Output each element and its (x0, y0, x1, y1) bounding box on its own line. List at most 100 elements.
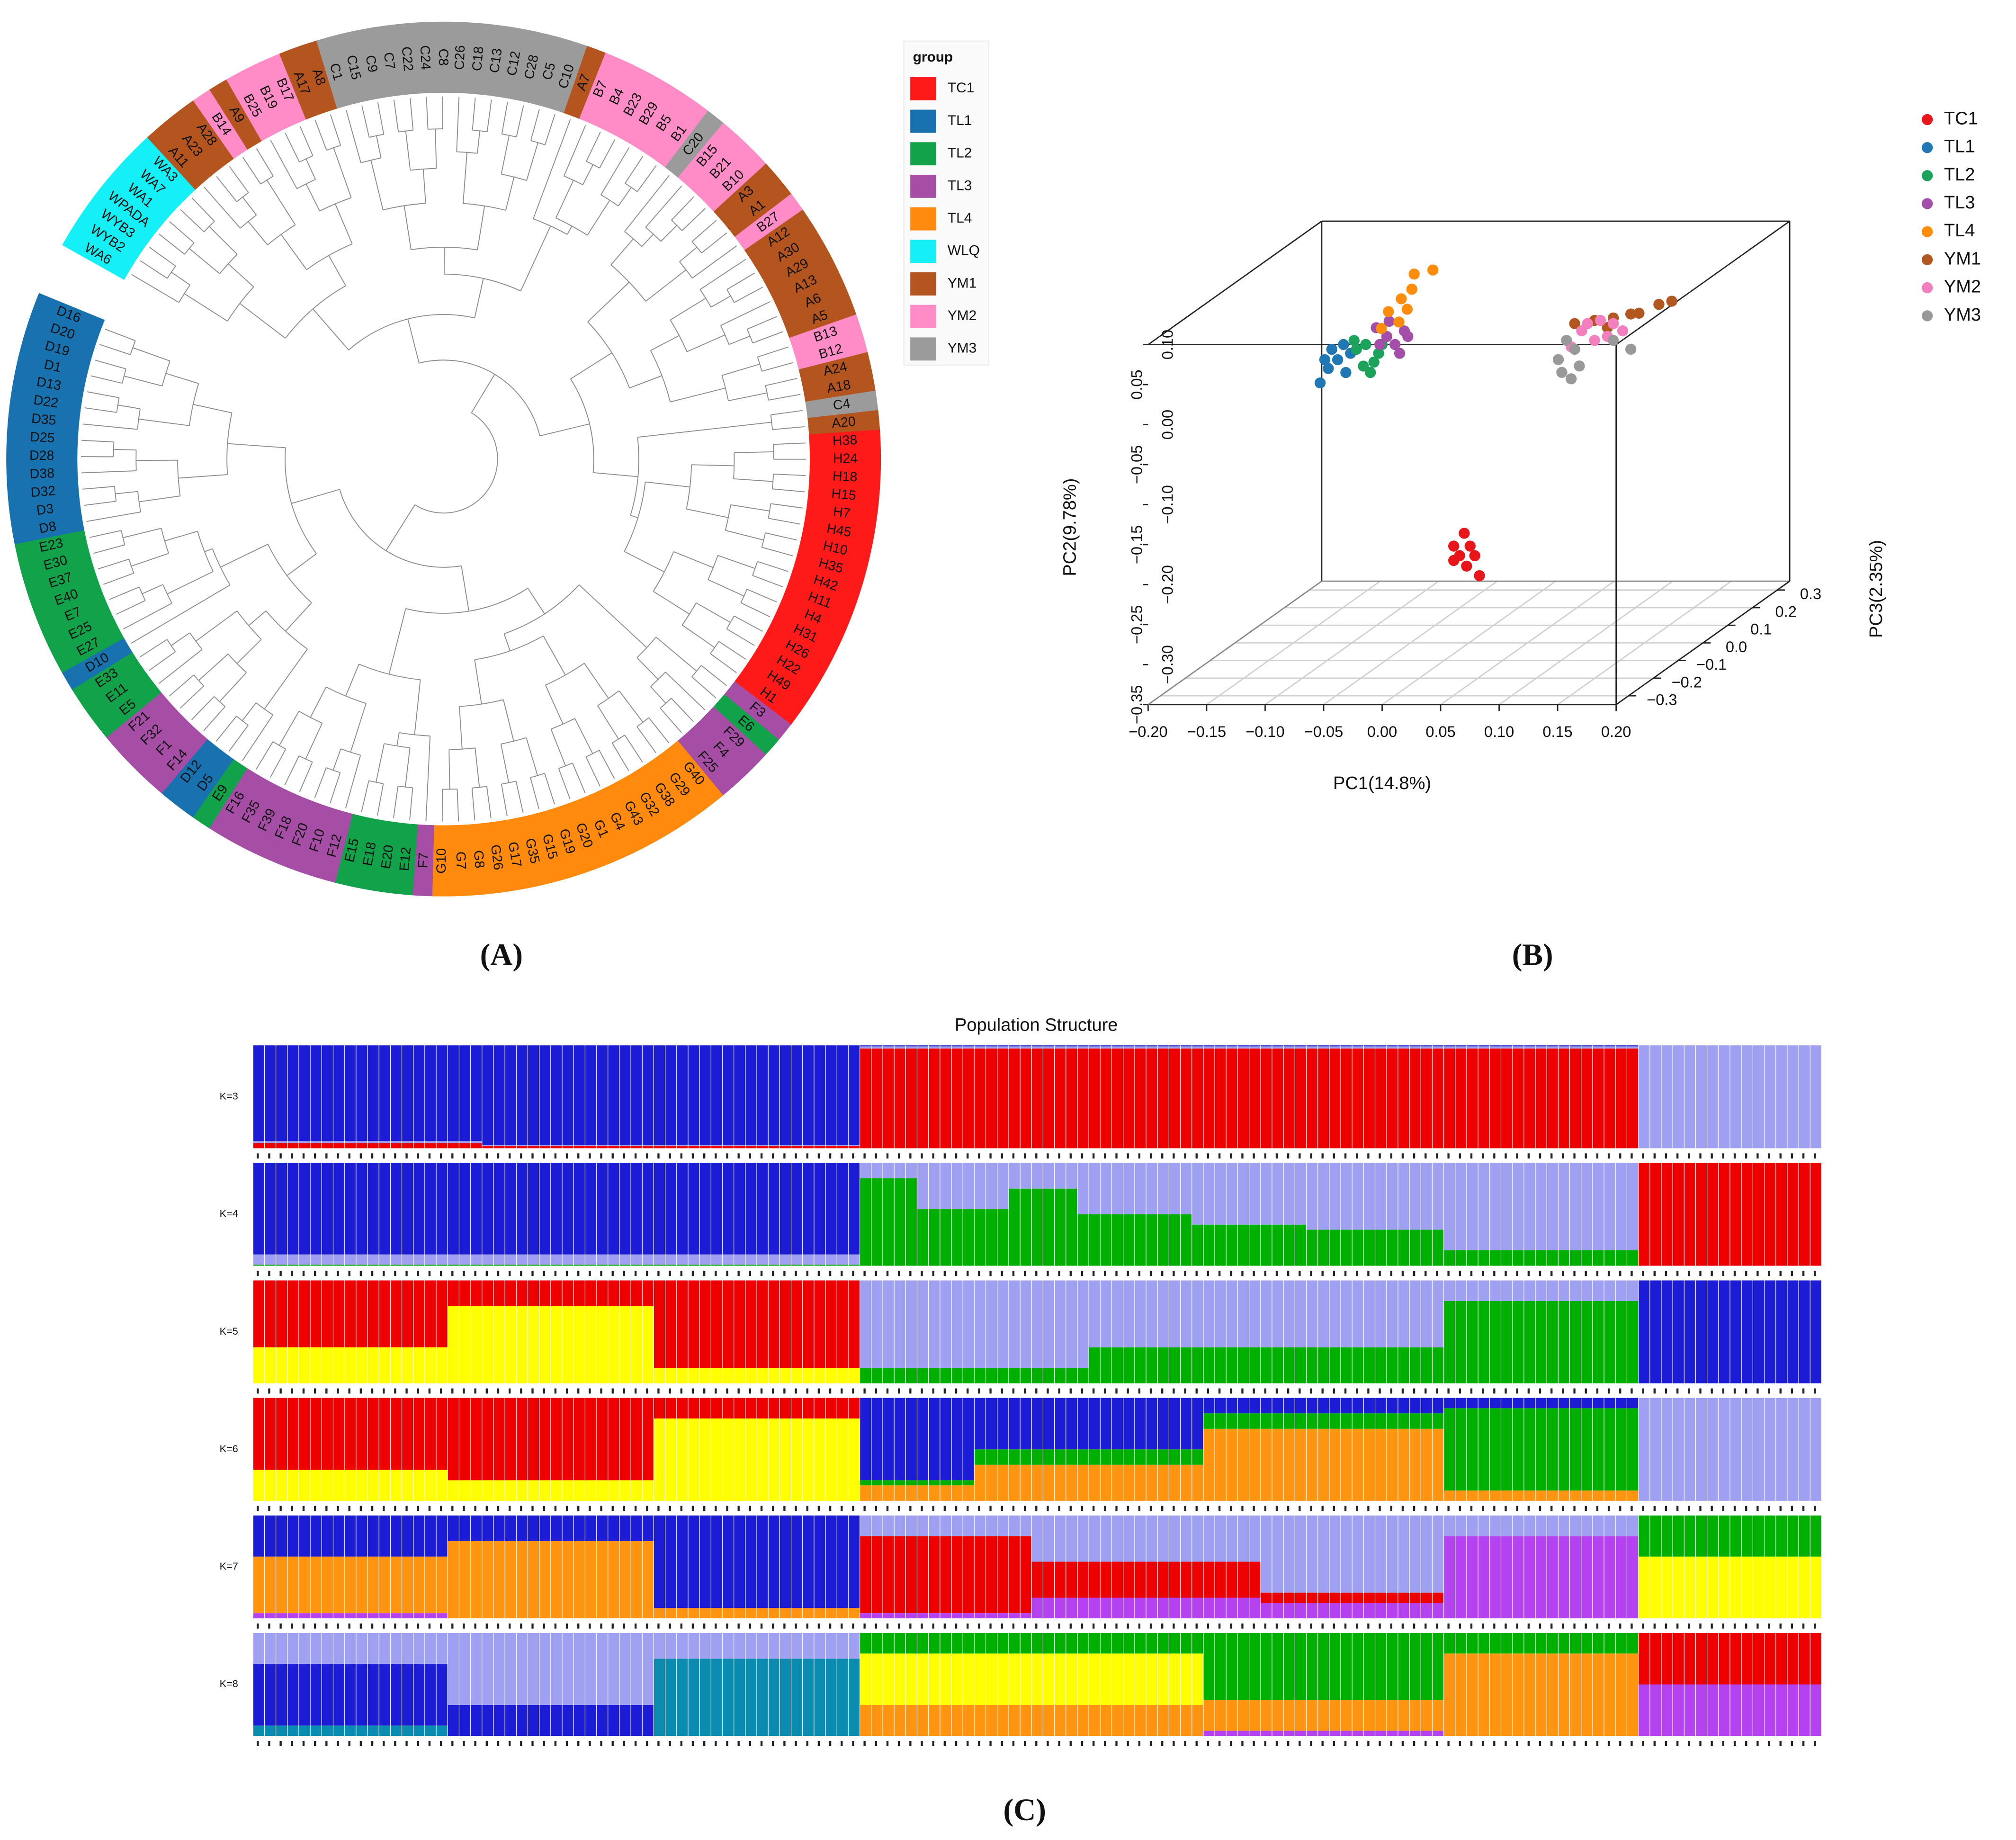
ancestry-segment (1433, 1048, 1443, 1149)
tree-branch (645, 226, 662, 242)
ancestry-segment (459, 1265, 470, 1266)
ancestry-segment (585, 1398, 596, 1481)
sample-tick (863, 1623, 866, 1629)
sample-tick (1493, 1741, 1496, 1746)
sample-tick (1115, 1623, 1118, 1629)
ancestry-segment (265, 1515, 276, 1557)
sample-tick (1333, 1388, 1335, 1394)
ancestry-segment (551, 1280, 562, 1306)
tree-branch (629, 375, 663, 389)
sample-tick (1001, 1153, 1003, 1159)
ancestry-segment (1467, 1515, 1478, 1536)
ancestry-segment (780, 1163, 791, 1255)
ancestry-segment (1375, 1700, 1387, 1731)
ancestry-segment (768, 1163, 780, 1255)
ancestry-segment (699, 1280, 711, 1368)
sample-tick (691, 1623, 694, 1629)
ancestry-segment (1009, 1449, 1020, 1465)
ancestry-segment (1421, 1045, 1432, 1047)
ancestry-segment (1398, 1515, 1409, 1593)
sample-tick (428, 1623, 431, 1629)
ancestry-segment (413, 1280, 425, 1347)
sample-tick (1596, 1271, 1599, 1276)
ancestry-segment (1261, 1731, 1272, 1736)
ancestry-segment (459, 1141, 470, 1143)
sample-tick (772, 1506, 774, 1511)
ancestry-segment (333, 1556, 345, 1614)
ancestry-segment (1363, 1603, 1375, 1618)
sample-tick (829, 1623, 832, 1629)
ancestry-segment (905, 1613, 917, 1618)
ancestry-segment (917, 1653, 929, 1705)
ancestry-segment (1089, 1598, 1100, 1618)
sample-tick (1814, 1388, 1816, 1394)
sample-tick (989, 1741, 992, 1746)
ancestry-segment (345, 1398, 356, 1470)
ancestry-segment (539, 1045, 551, 1145)
sample-tick (1756, 1506, 1759, 1511)
ancestry-segment (723, 1398, 734, 1419)
sample-tick (1585, 1153, 1587, 1159)
tree-branch (501, 737, 527, 745)
sample-tick (1527, 1271, 1530, 1276)
tree-branch (746, 589, 777, 602)
sample-tick (1127, 1741, 1129, 1746)
ancestry-segment (1020, 1705, 1031, 1736)
ancestry-segment (585, 1265, 596, 1266)
ancestry-segment (1157, 1045, 1169, 1047)
ancestry-segment (1066, 1045, 1077, 1047)
ancestry-segment (1283, 1280, 1295, 1347)
ancestry-segment (929, 1515, 940, 1536)
point (1566, 373, 1577, 385)
ancestry-segment (551, 1045, 562, 1145)
sample-tick (772, 1623, 774, 1629)
tree-branch (636, 726, 656, 754)
tree-branch (361, 781, 369, 813)
ancestry-segment (1753, 1163, 1764, 1266)
sample-tick (337, 1271, 339, 1276)
sample-tick (1149, 1506, 1152, 1511)
sample-tick (817, 1388, 820, 1394)
ancestry-segment (1639, 1045, 1650, 1149)
ancestry-segment (585, 1705, 596, 1736)
ancestry-segment (1226, 1700, 1237, 1731)
tree-branch (299, 155, 313, 162)
ancestry-segment (333, 1515, 345, 1557)
ancestry-segment (1535, 1515, 1547, 1536)
ancestry-segment (1261, 1163, 1272, 1225)
ancestry-segment (1169, 1046, 1180, 1049)
ancestry-segment (253, 1633, 264, 1664)
ancestry-segment (345, 1254, 356, 1265)
point (1326, 343, 1337, 355)
tree-branch (543, 636, 566, 675)
sample-tick (611, 1271, 614, 1276)
sample-tick (359, 1623, 362, 1629)
ancestry-segment (974, 1209, 986, 1266)
ancestry-segment (619, 1633, 631, 1705)
ancestry-segment (871, 1480, 883, 1486)
ancestry-segment (619, 1280, 631, 1306)
sample-tick (715, 1506, 717, 1511)
ancestry-segment (1123, 1163, 1135, 1214)
ancestry-segment (917, 1209, 929, 1266)
tree-branch (191, 197, 215, 222)
ancestry-segment (265, 1470, 276, 1501)
sample-tick (1299, 1153, 1301, 1159)
sample-tick (1401, 1623, 1404, 1629)
sample-tick (1390, 1271, 1392, 1276)
sample-tick (749, 1388, 752, 1394)
ancestry-segment (1066, 1280, 1077, 1368)
ancestry-segment (905, 1178, 917, 1266)
ancestry-segment (1489, 1250, 1501, 1266)
sample-tick (943, 1153, 946, 1159)
ancestry-segment (1535, 1280, 1547, 1301)
sample-tick (439, 1388, 442, 1394)
ancestry-segment (1123, 1598, 1135, 1618)
ancestry-segment (619, 1306, 631, 1383)
ancestry-segment (287, 1347, 299, 1383)
tree-branch (310, 686, 327, 718)
ancestry-segment (1192, 1347, 1203, 1383)
ancestry-segment (1146, 1653, 1157, 1705)
sample-tick (474, 1388, 476, 1394)
ancestry-segment (1169, 1214, 1180, 1266)
